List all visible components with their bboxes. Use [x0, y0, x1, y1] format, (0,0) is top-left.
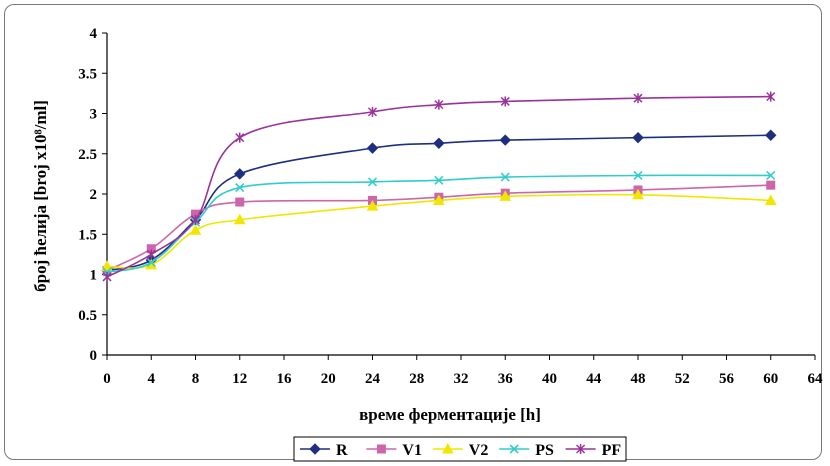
legend: R V1 V2 PS PF: [293, 436, 627, 462]
series-line-ps: [106, 174, 771, 273]
data-point-ps: [633, 170, 643, 181]
data-point-ps: [500, 172, 510, 182]
series-layer: [101, 91, 777, 282]
data-point-ps: [146, 257, 156, 267]
x-tick-label: 48: [631, 371, 646, 387]
data-point-ps: [766, 170, 776, 181]
x-tick-label: 12: [232, 371, 247, 387]
data-point-ps: [235, 182, 245, 193]
series-v2: [101, 188, 777, 271]
x-tick-label: 32: [454, 371, 469, 387]
legend-marker-pf: [576, 444, 586, 454]
data-point-pf: [766, 91, 776, 102]
series-line-v1: [106, 184, 771, 272]
data-point-v2: [233, 213, 246, 225]
series-line-pf: [106, 95, 771, 278]
series-pf: [102, 91, 776, 282]
data-point-pf: [146, 249, 156, 260]
data-point-pf: [434, 99, 444, 110]
data-point-r: [632, 131, 644, 144]
series-ps: [102, 170, 776, 277]
x-tick-label: 64: [808, 371, 824, 387]
legend-marker-v1: [376, 444, 386, 454]
x-tick-label: 8: [192, 371, 200, 387]
legend-item-ps: PS: [499, 442, 554, 459]
x-tick-label: 16: [277, 371, 293, 387]
y-tick-label: 3.5: [78, 66, 97, 82]
data-point-pf: [500, 96, 510, 107]
y-tick-label: 2.5: [78, 147, 97, 163]
legend-item-v2: V2: [432, 442, 489, 459]
x-tick-label: 60: [763, 371, 778, 387]
data-point-v2: [101, 260, 113, 271]
y-tick-label: 2: [90, 187, 98, 203]
x-axis-title: време ферментације [h]: [359, 405, 541, 424]
x-tick-label: 4: [148, 371, 156, 387]
x-tick-label: 56: [719, 371, 735, 387]
data-point-r: [366, 142, 379, 154]
legend-label-v1: V1: [402, 442, 422, 459]
data-point-pf: [367, 106, 378, 117]
legend-marker-ps: [509, 444, 519, 454]
legend-label-r: R: [336, 442, 348, 459]
data-point-r: [433, 137, 445, 149]
x-tick-label: 28: [409, 371, 424, 387]
y-axis-title: број ћелија [broj x10⁸/ml]: [31, 100, 50, 292]
data-point-v2: [189, 224, 202, 235]
data-point-pf: [235, 132, 245, 143]
legend-label-pf: PF: [602, 442, 622, 459]
x-tick-label: 36: [498, 371, 514, 387]
data-point-r: [234, 168, 246, 180]
x-tick-label: 24: [365, 371, 381, 387]
data-point-r: [499, 134, 511, 146]
legend-label-v2: V2: [469, 442, 489, 459]
data-point-ps: [367, 177, 378, 187]
series-line-v2: [106, 193, 771, 269]
data-point-v2: [499, 190, 512, 201]
y-tick-label: 0: [90, 348, 98, 364]
x-tick-label: 40: [542, 371, 557, 387]
legend-label-ps: PS: [535, 442, 554, 459]
x-tick-label: 52: [675, 371, 690, 387]
data-point-pf: [190, 214, 201, 225]
x-tick-label: 20: [321, 371, 336, 387]
legend-item-v1: V1: [366, 442, 422, 459]
legend-item-pf: PF: [565, 442, 622, 459]
data-point-ps: [434, 175, 444, 185]
y-tick-label: 4: [90, 26, 98, 42]
y-tick-label: 3: [90, 107, 98, 123]
data-point-v2: [632, 188, 644, 200]
data-point-r: [765, 129, 777, 141]
data-point-pf: [633, 93, 643, 104]
axes: 00.511.522.533.540 4 8 12 16 20 24 28 32 36 40 44 48…: [78, 26, 823, 387]
data-point-pf: [102, 271, 112, 282]
y-tick-label: 1: [90, 268, 98, 284]
legend-item-r: R: [300, 442, 348, 459]
data-point-v1: [766, 180, 776, 190]
y-tick-label: 1.5: [78, 227, 97, 243]
x-tick-label: 44: [586, 371, 602, 387]
data-point-v2: [433, 194, 445, 205]
data-point-v1: [235, 197, 245, 207]
legend-marker-r: [309, 443, 321, 455]
legend-marker-v2: [441, 442, 454, 454]
data-point-v2: [366, 200, 379, 211]
y-tick-label: 0.5: [78, 308, 97, 324]
chart-frame: [4, 4, 822, 460]
x-tick-label: 0: [103, 371, 111, 387]
data-point-v2: [764, 194, 777, 205]
